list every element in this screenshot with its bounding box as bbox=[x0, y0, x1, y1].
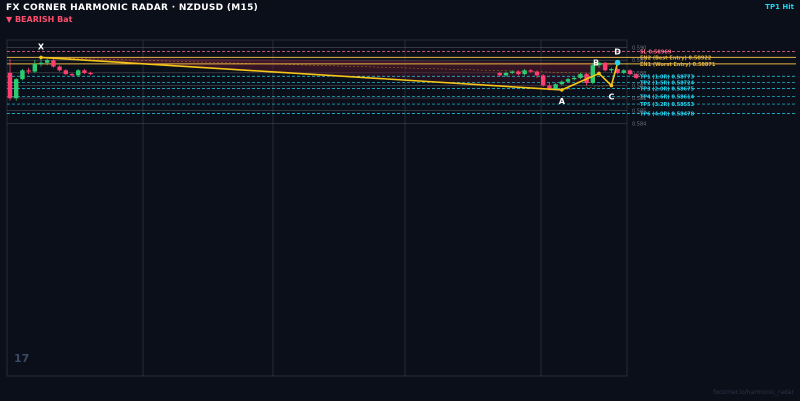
candle-body bbox=[596, 62, 602, 66]
y-tick-label: 0.586 bbox=[632, 96, 646, 102]
candle-body bbox=[609, 69, 614, 71]
candle-body bbox=[590, 65, 595, 83]
candle-body bbox=[503, 72, 509, 76]
candle-body bbox=[547, 85, 552, 90]
level-label-tp: TP1 (1.0R) 0.58773 bbox=[640, 74, 695, 80]
pattern-point-b bbox=[597, 71, 601, 76]
candle-body bbox=[76, 70, 81, 76]
level-label-tp: TP4 (2.6R) 0.58614 bbox=[640, 94, 695, 100]
y-tick-label: 0.587 bbox=[632, 83, 646, 89]
level-label-tp: TP3 (2.0R) 0.58675 bbox=[640, 87, 695, 93]
candle-body bbox=[88, 72, 93, 75]
candle-body bbox=[57, 66, 62, 71]
y-tick-label: 0.584 bbox=[632, 121, 646, 127]
pattern-point-x bbox=[39, 55, 43, 60]
candle-body bbox=[541, 75, 546, 86]
pattern-direction-label: ▼ BEARISH Bat bbox=[6, 15, 73, 24]
footer-link[interactable]: fxcorner.io/harmonic_radar bbox=[713, 389, 794, 396]
pattern-point-d bbox=[614, 59, 621, 66]
candle-body bbox=[528, 70, 533, 72]
chart-title: FX CORNER HARMONIC RADAR · NZDUSD (M15) bbox=[6, 3, 259, 13]
candle-body bbox=[621, 70, 626, 73]
candle-body bbox=[572, 77, 577, 80]
candle-body bbox=[82, 70, 87, 73]
pattern-point-a bbox=[560, 88, 564, 92]
candle-body bbox=[51, 60, 56, 67]
candle-body bbox=[14, 79, 19, 99]
level-label-tp: TP6 (4.0R) 0.58478 bbox=[640, 112, 695, 118]
y-tick-label: 0.589 bbox=[632, 58, 646, 64]
candle-body bbox=[26, 70, 31, 72]
pattern-label-a: A bbox=[559, 97, 566, 106]
candle-body bbox=[627, 70, 633, 75]
candle-body bbox=[497, 72, 502, 76]
ac-line bbox=[561, 85, 612, 91]
candle-body bbox=[45, 60, 50, 63]
level-label-sl: SL 0.58969 bbox=[640, 49, 672, 55]
candle-body bbox=[7, 72, 13, 99]
candle-body bbox=[615, 69, 620, 73]
pattern-label-d: D bbox=[614, 48, 621, 57]
xb-line bbox=[40, 57, 600, 74]
candle-body bbox=[634, 74, 639, 78]
candle-body bbox=[522, 70, 527, 75]
pattern-label-x: X bbox=[38, 42, 45, 51]
chart-watermark: 17 bbox=[14, 352, 30, 365]
candle-body bbox=[559, 81, 564, 85]
pattern-label-b: B bbox=[593, 58, 599, 67]
candle-body bbox=[20, 70, 25, 80]
level-label-tp: TP5 (3.2R) 0.58553 bbox=[640, 102, 695, 108]
candle-body bbox=[510, 71, 515, 73]
y-tick-label: 0.585 bbox=[632, 109, 646, 115]
price-axis: 0.590 0.589 0.588 0.587 0.586 0.585 0.584 bbox=[632, 46, 646, 128]
grid-lines bbox=[6, 39, 628, 377]
y-tick-label: 0.590 bbox=[632, 46, 646, 52]
status-badge: TP1 Hit bbox=[765, 3, 794, 11]
candle-body bbox=[578, 74, 583, 78]
candle-body bbox=[69, 74, 75, 76]
candle-body bbox=[516, 71, 521, 75]
pattern-zone bbox=[40, 57, 618, 91]
candle-body bbox=[565, 79, 571, 82]
candle-body bbox=[534, 71, 540, 76]
level-label-entry: EN1 (Worst Entry) 0.58871 bbox=[640, 62, 716, 68]
level-label-tp: TP2 (1.5R) 0.58724 bbox=[640, 80, 695, 86]
candle-body bbox=[603, 62, 608, 71]
candle-body bbox=[38, 62, 44, 64]
candle-body bbox=[553, 84, 558, 90]
xad-zone bbox=[41, 57, 618, 90]
pattern-label-c: C bbox=[608, 92, 614, 101]
level-label-entry: EN2 (Best Entry) 0.58922 bbox=[640, 55, 712, 61]
y-tick-label: 0.588 bbox=[632, 71, 646, 77]
candle-body bbox=[63, 70, 68, 75]
harmonic-pattern: X A B C D bbox=[38, 42, 621, 105]
pattern-point-c bbox=[609, 83, 614, 88]
candle-body bbox=[32, 64, 37, 72]
plot-frame bbox=[6, 39, 628, 377]
